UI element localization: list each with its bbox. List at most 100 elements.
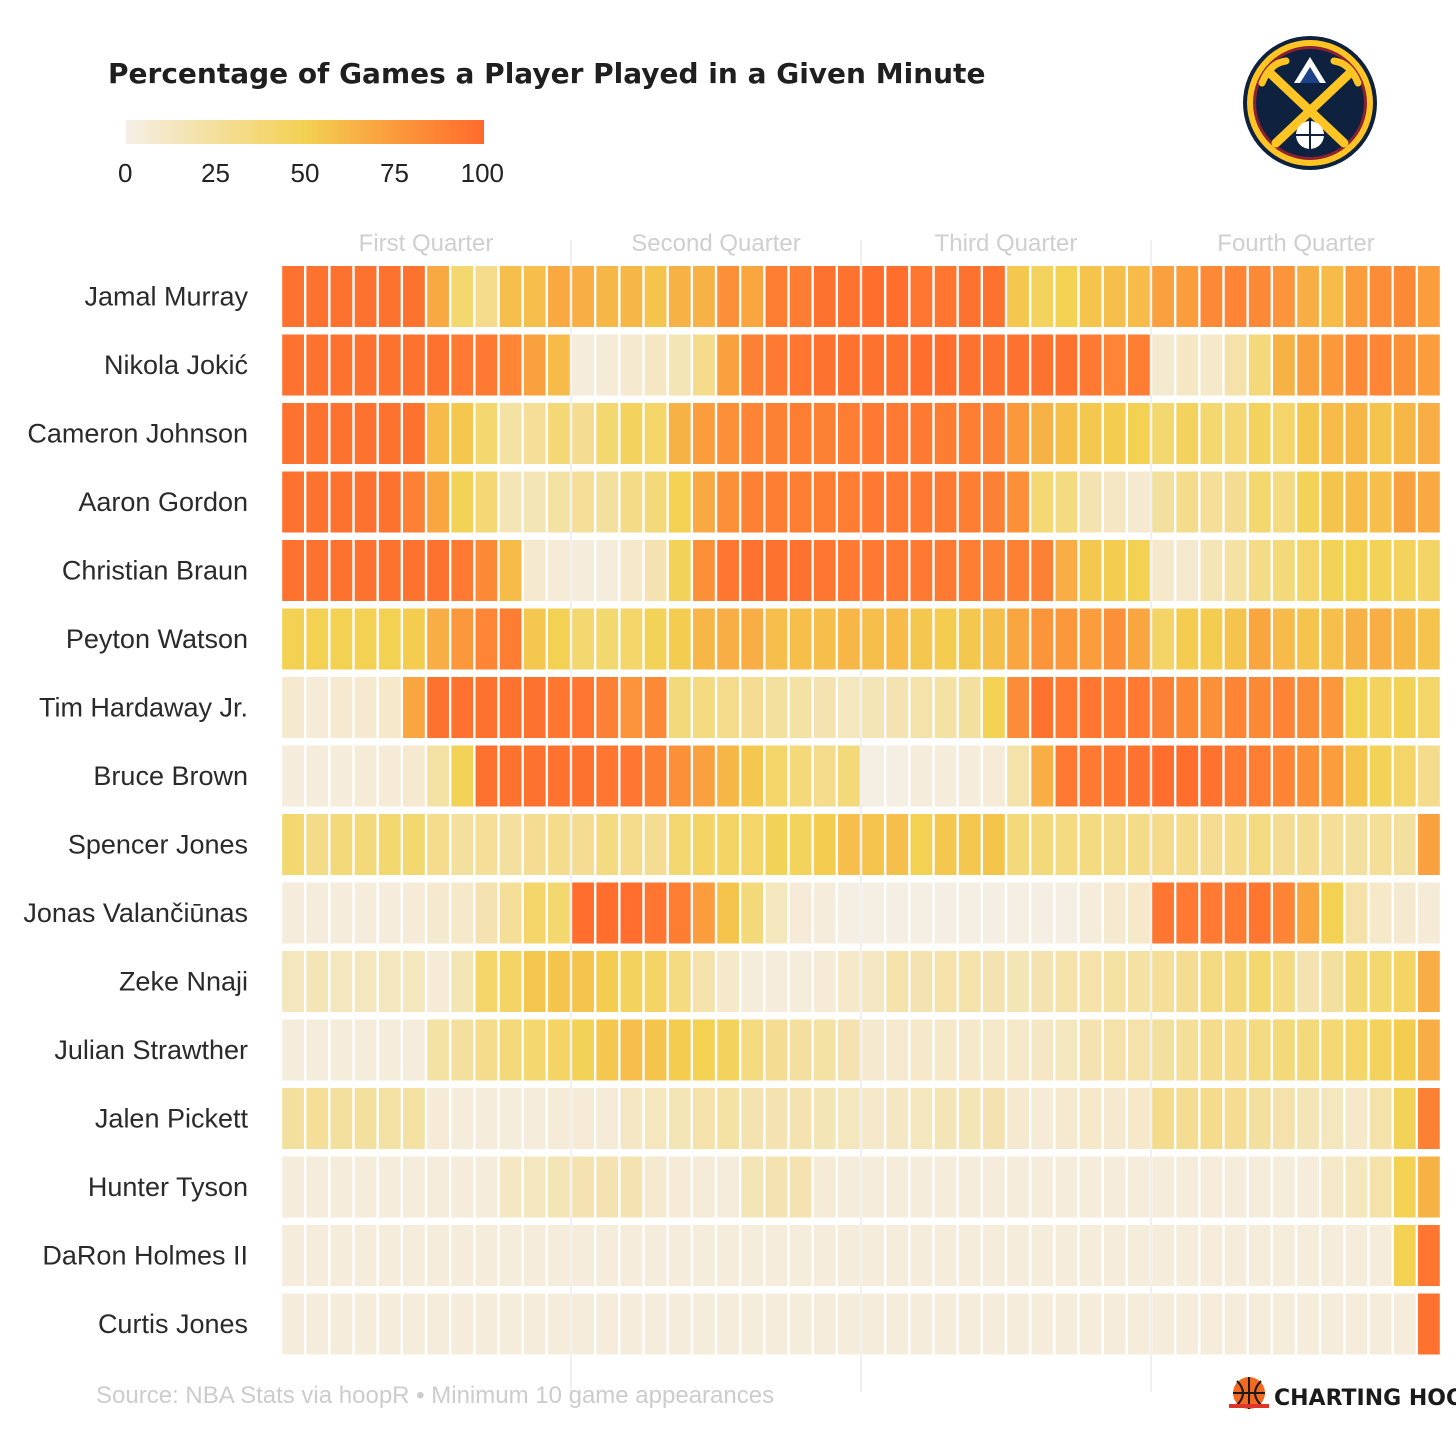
heatmap-cell	[958, 1293, 981, 1355]
heatmap-cell	[1248, 540, 1271, 601]
heatmap-cell	[548, 608, 570, 670]
heatmap-cell	[620, 677, 643, 738]
heatmap-cell	[813, 1019, 836, 1081]
heatmap-cell	[644, 334, 667, 396]
heatmap-cell	[1103, 1293, 1126, 1355]
heatmap-cell	[1055, 403, 1078, 464]
heatmap-cell	[668, 334, 691, 396]
heatmap-cell	[838, 1088, 860, 1149]
heatmap-cell	[789, 403, 812, 464]
heatmap-cell	[1273, 1019, 1295, 1081]
heatmap-cell	[1128, 1156, 1150, 1218]
heatmap-cell	[1031, 540, 1054, 601]
heatmap-cell	[1224, 403, 1247, 464]
heatmap-cell	[789, 1019, 812, 1081]
heatmap-cell	[1273, 814, 1295, 875]
heatmap-cell	[862, 745, 884, 807]
heatmap-cell	[620, 1225, 643, 1286]
heatmap-cell	[862, 403, 884, 464]
heatmap-cell	[910, 951, 933, 1012]
heatmap-cell	[1393, 677, 1416, 738]
heatmap-cell	[1273, 540, 1295, 601]
heatmap-cell	[378, 814, 401, 875]
player-label: DaRon Holmes II	[42, 1241, 248, 1271]
heatmap-cell	[983, 1019, 1005, 1081]
heatmap-cell	[403, 1293, 425, 1355]
heatmap-cell	[1055, 1156, 1078, 1218]
heatmap-cell	[717, 1293, 739, 1355]
heatmap-cell	[1297, 608, 1319, 670]
heatmap-cell	[403, 882, 425, 944]
heatmap-cell	[306, 266, 329, 327]
heatmap-cell	[1224, 608, 1247, 670]
heatmap-cell	[1152, 1225, 1174, 1286]
heatmap-cell	[427, 608, 449, 670]
legend-tick-label: 0	[118, 158, 132, 188]
heatmap-cell	[886, 1019, 909, 1081]
quarter-dividers	[570, 240, 1152, 1392]
heatmap-cell	[1128, 403, 1150, 464]
heatmap-cells	[282, 266, 1440, 1355]
heatmap-cell	[403, 1225, 425, 1286]
heatmap-cell	[1248, 403, 1271, 464]
heatmap-cell	[1297, 814, 1319, 875]
heatmap-cell	[838, 814, 860, 875]
heatmap-cell	[838, 608, 860, 670]
heatmap-cell	[1418, 745, 1440, 807]
heatmap-cell	[983, 608, 1005, 670]
heatmap-cell	[620, 951, 643, 1012]
heatmap-cell	[1369, 882, 1392, 944]
heatmap-cell	[1128, 1019, 1150, 1081]
heatmap-cell	[741, 882, 764, 944]
heatmap-cell	[354, 403, 377, 464]
heatmap-cell	[1393, 951, 1416, 1012]
heatmap-cell	[548, 1293, 570, 1355]
heatmap-cell	[620, 266, 643, 327]
heatmap-cell	[378, 1019, 401, 1081]
heatmap-cell	[1031, 334, 1054, 396]
heatmap-cell	[523, 403, 546, 464]
legend-tick-label: 100	[461, 158, 504, 188]
heatmap-cell	[1393, 403, 1416, 464]
heatmap-cell	[596, 1019, 619, 1081]
heatmap-cell	[958, 814, 981, 875]
heatmap-cell	[354, 677, 377, 738]
heatmap-cell	[934, 471, 957, 533]
heatmap-cell	[741, 814, 764, 875]
heatmap-cell	[1224, 540, 1247, 601]
heatmap-cell	[668, 1156, 691, 1218]
legend-tick-label: 25	[201, 158, 230, 188]
heatmap-cell	[838, 1156, 860, 1218]
heatmap-cell	[1007, 951, 1029, 1012]
heatmap-cell	[1176, 334, 1199, 396]
heatmap-cell	[1321, 677, 1344, 738]
heatmap-cell	[378, 1088, 401, 1149]
heatmap-cell	[451, 608, 474, 670]
source-note: Source: NBA Stats via hoopR • Minimum 10…	[96, 1382, 774, 1409]
heatmap-cell	[1079, 1225, 1102, 1286]
heatmap-cell	[1079, 471, 1102, 533]
heatmap-cell	[1297, 1225, 1319, 1286]
heatmap-cell	[378, 334, 401, 396]
heatmap-cell	[1393, 266, 1416, 327]
heatmap-cell	[1297, 1293, 1319, 1355]
heatmap-cell	[934, 677, 957, 738]
heatmap-cell	[1418, 540, 1440, 601]
heatmap-cell	[451, 471, 474, 533]
heatmap-cell	[1418, 677, 1440, 738]
heatmap-cell	[427, 1293, 449, 1355]
heatmap-cell	[354, 1225, 377, 1286]
heatmap-cell	[1297, 951, 1319, 1012]
heatmap-cell	[910, 471, 933, 533]
heatmap-cell	[1321, 951, 1344, 1012]
heatmap-cell	[282, 745, 304, 807]
heatmap-cell	[862, 1293, 884, 1355]
heatmap-cell	[741, 951, 764, 1012]
heatmap-cell	[910, 266, 933, 327]
heatmap-cell	[499, 1293, 522, 1355]
heatmap-cell	[1345, 1156, 1368, 1218]
heatmap-cell	[741, 540, 764, 601]
heatmap-cell	[693, 1293, 715, 1355]
heatmap-cell	[620, 471, 643, 533]
heatmap-cell	[427, 1156, 449, 1218]
